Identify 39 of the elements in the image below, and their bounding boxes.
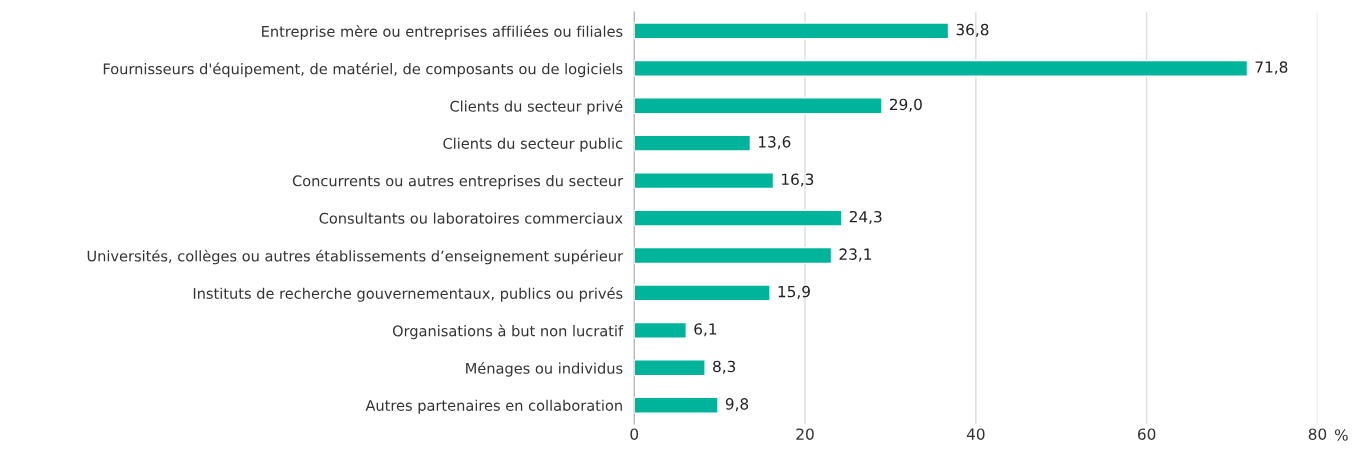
data-label: 29,0: [889, 98, 922, 112]
y-tick-label: Universités, collèges ou autres établissements d’enseignement supérieur: [87, 249, 624, 265]
bar: [634, 97, 883, 115]
bar: [634, 246, 833, 265]
bar: [634, 284, 771, 302]
x-axis-title: %: [1334, 429, 1348, 441]
y-tick-label: Clients du secteur public: [443, 137, 623, 152]
bar: [634, 22, 950, 40]
x-tick-label: 20: [796, 428, 814, 440]
data-label: 36,8: [956, 23, 989, 37]
data-label: 15,9: [778, 285, 810, 299]
data-label: 8,3: [713, 360, 736, 374]
bar: [634, 172, 775, 190]
y-tick-label: Clients du secteur privé: [450, 99, 623, 115]
bar: [634, 359, 706, 377]
data-label: 71,8: [1255, 61, 1288, 75]
y-tick-label: Ménages ou individus: [466, 361, 623, 377]
x-tick-label: 40: [966, 428, 985, 440]
y-tick-label: Instituts de recherche gouvernementaux, publics ou privés: [193, 287, 623, 302]
x-tick-label: 60: [1137, 428, 1156, 440]
data-label: 6,1: [694, 323, 717, 337]
bar: [634, 209, 843, 227]
data-label: 23,1: [839, 248, 872, 262]
y-tick-label: Fournisseurs d'équipement, de matériel, de composants ou de logiciels: [103, 62, 623, 78]
y-tick-label: Concurrents ou autres entreprises du secteur: [292, 175, 624, 190]
y-tick-label: Autres partenaires en collaboration: [365, 399, 622, 414]
y-tick-label: Entreprise mère ou entreprises affiliées ou filiales: [262, 25, 623, 40]
x-tick-label: 80: [1308, 428, 1327, 440]
data-label: 9,8: [725, 398, 749, 412]
data-label: 16,3: [782, 173, 814, 187]
data-label: 13,6: [759, 136, 791, 150]
bar: [634, 59, 1249, 77]
bar: [634, 321, 688, 339]
bar: [634, 396, 719, 414]
y-tick-label: Organisations à but non lucratif: [392, 324, 624, 340]
data-label: 24,3: [849, 210, 882, 225]
bar: [634, 134, 752, 152]
y-tick-label: Consultants ou laboratoires commerciaux: [319, 212, 623, 224]
x-tick-label: 0: [630, 428, 639, 440]
